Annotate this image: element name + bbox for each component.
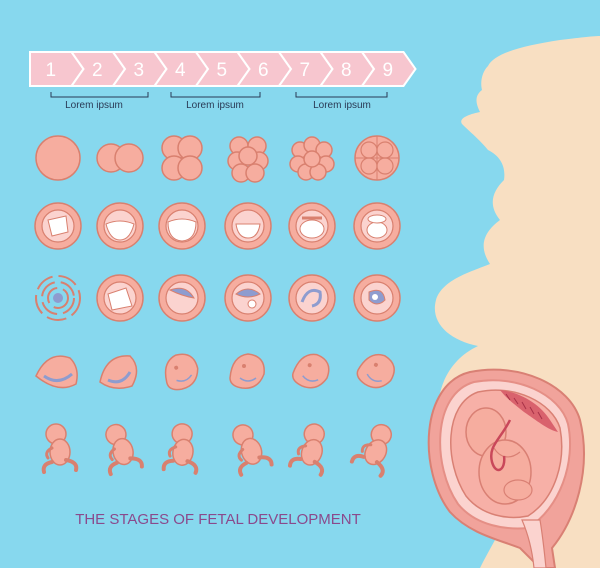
trimester-1-bracket	[50, 92, 149, 98]
expanded-blastocyst-icon	[158, 202, 206, 250]
fetus-row	[41, 423, 393, 478]
embryo-week7-icon	[229, 353, 265, 389]
fetus-week10-icon	[41, 423, 79, 474]
umbilical-cord	[489, 419, 512, 472]
blastocyst-icon	[96, 202, 144, 250]
neural-tube-icon	[353, 274, 401, 322]
month-number: 6	[258, 60, 269, 81]
month-number: 1	[45, 60, 56, 81]
cervix	[521, 519, 547, 568]
month-arrow-9: 9	[360, 51, 417, 87]
sixteen-cell-icon	[354, 135, 400, 181]
bilaminar-disc-icon	[288, 202, 336, 250]
embryo-week4-icon	[35, 355, 78, 389]
embryo-week5-icon	[99, 355, 138, 389]
fetus-week12-icon	[105, 423, 144, 477]
trimester-3-bracket	[295, 92, 388, 98]
zygote-icon	[35, 135, 81, 181]
fetus-week24-icon	[287, 423, 325, 477]
embryo-row	[35, 353, 395, 391]
amniotic-cavity-icon	[353, 202, 401, 250]
trimester-2-label: Lorem ipsum	[186, 100, 244, 111]
trophoblast-icon	[96, 274, 144, 322]
gastrula-row	[35, 274, 401, 322]
month-number: 9	[382, 60, 393, 81]
cleavage-row	[35, 135, 400, 183]
trimester-brackets	[50, 92, 388, 98]
embryo-week9-icon	[356, 353, 395, 389]
month-number: 5	[216, 60, 227, 81]
fetus-week20-icon	[232, 424, 274, 477]
embryo-week8-icon	[291, 353, 330, 389]
trimester-2-bracket	[170, 92, 261, 98]
folding-embryo-icon	[288, 274, 336, 322]
month-number: 3	[133, 60, 144, 81]
month-number: 7	[299, 60, 310, 81]
implanting-blastocyst-icon	[224, 202, 272, 250]
embryo-week6-icon	[164, 353, 199, 391]
diagram-title: THE STAGES OF FETAL DEVELOPMENT	[75, 511, 361, 528]
yolk-sac-icon	[158, 274, 206, 322]
stage-icon-grid	[34, 135, 401, 478]
placenta	[500, 390, 558, 432]
uterus-cross-section	[427, 368, 585, 568]
trimester-3-label: Lorem ipsum	[313, 100, 371, 111]
placenta-vessels	[505, 393, 543, 420]
month-number: 8	[341, 60, 352, 81]
early-blastocyst-icon	[34, 202, 82, 250]
embryonic-disc-icon	[224, 274, 272, 322]
month-number: 2	[92, 60, 103, 81]
two-cell-icon	[96, 143, 144, 173]
eight-cell-icon	[227, 136, 269, 183]
fetus-week28-icon	[349, 423, 393, 478]
implantation-icon	[35, 275, 81, 321]
month-timeline: 1 2 3 4 5 6 7 8 9	[29, 51, 417, 87]
blastocyst-row	[34, 202, 401, 250]
month-number: 4	[175, 60, 186, 81]
morula-icon	[289, 136, 335, 181]
trimester-1-label: Lorem ipsum	[65, 100, 123, 111]
four-cell-icon	[161, 135, 203, 181]
fetus-week16-icon	[161, 423, 199, 475]
